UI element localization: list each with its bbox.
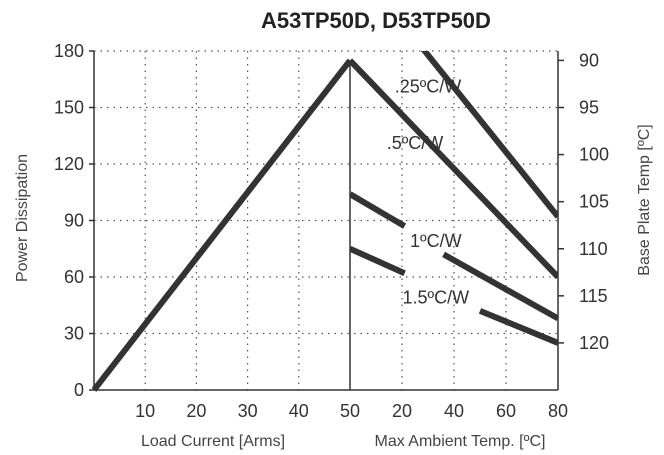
derating-line-2-seg-1 <box>442 251 558 322</box>
right-tick-label-90: 90 <box>579 50 599 70</box>
right-tick-label-105: 105 <box>579 192 609 212</box>
y-tick-label-30: 30 <box>64 324 84 344</box>
x-left-tick-label-30: 30 <box>238 401 258 421</box>
curve-label-2: 1ºC/W <box>410 231 462 251</box>
x-right-tick-label-80: 80 <box>548 401 568 421</box>
y-axis-label-left: Power Dissipation <box>14 154 31 282</box>
x-right-tick-label-60: 60 <box>496 401 516 421</box>
x-right-tick-label-40: 40 <box>444 401 464 421</box>
y-tick-label-150: 150 <box>54 98 84 118</box>
derating-line-2-seg-0 <box>350 191 407 229</box>
derating-line-1-seg-0 <box>350 58 558 280</box>
x-axis-label-right: Max Ambient Temp. [ºC] <box>375 433 546 450</box>
y-tick-label-90: 90 <box>64 211 84 231</box>
derating-line-3-seg-0 <box>350 246 406 276</box>
y-axis-label-right: Base Plate Temp [ºC] <box>636 124 653 275</box>
x-right-tick-label-20: 20 <box>392 401 412 421</box>
x-axis-label-left: Load Current [Arms] <box>141 433 285 450</box>
right-tick-label-95: 95 <box>579 98 599 118</box>
x-left-tick-label-20: 20 <box>186 401 206 421</box>
curve-label-0: .25ºC/W <box>395 76 462 96</box>
y-tick-label-0: 0 <box>74 380 84 400</box>
x-left-tick-label-10: 10 <box>135 401 155 421</box>
y-tick-label-60: 60 <box>64 267 84 287</box>
right-tick-label-110: 110 <box>579 239 608 259</box>
right-tick-label-120: 120 <box>579 333 609 353</box>
right-tick-label-100: 100 <box>579 145 609 165</box>
curve-label-1: .5ºC/W <box>387 133 444 153</box>
x-left-tick-label-50: 50 <box>340 401 360 421</box>
y-tick-label-180: 180 <box>54 41 84 61</box>
power-vs-current-line <box>91 58 353 392</box>
right-tick-label-115: 115 <box>579 286 608 306</box>
curve-label-3: 1.5ºC/W <box>403 287 470 307</box>
chart-title: A53TP50D, D53TP50D <box>261 8 491 33</box>
y-tick-label-120: 120 <box>54 154 84 174</box>
x-left-tick-label-40: 40 <box>289 401 309 421</box>
derating-line-0-seg-0 <box>420 51 558 219</box>
derating-line-3-seg-1 <box>478 308 558 346</box>
